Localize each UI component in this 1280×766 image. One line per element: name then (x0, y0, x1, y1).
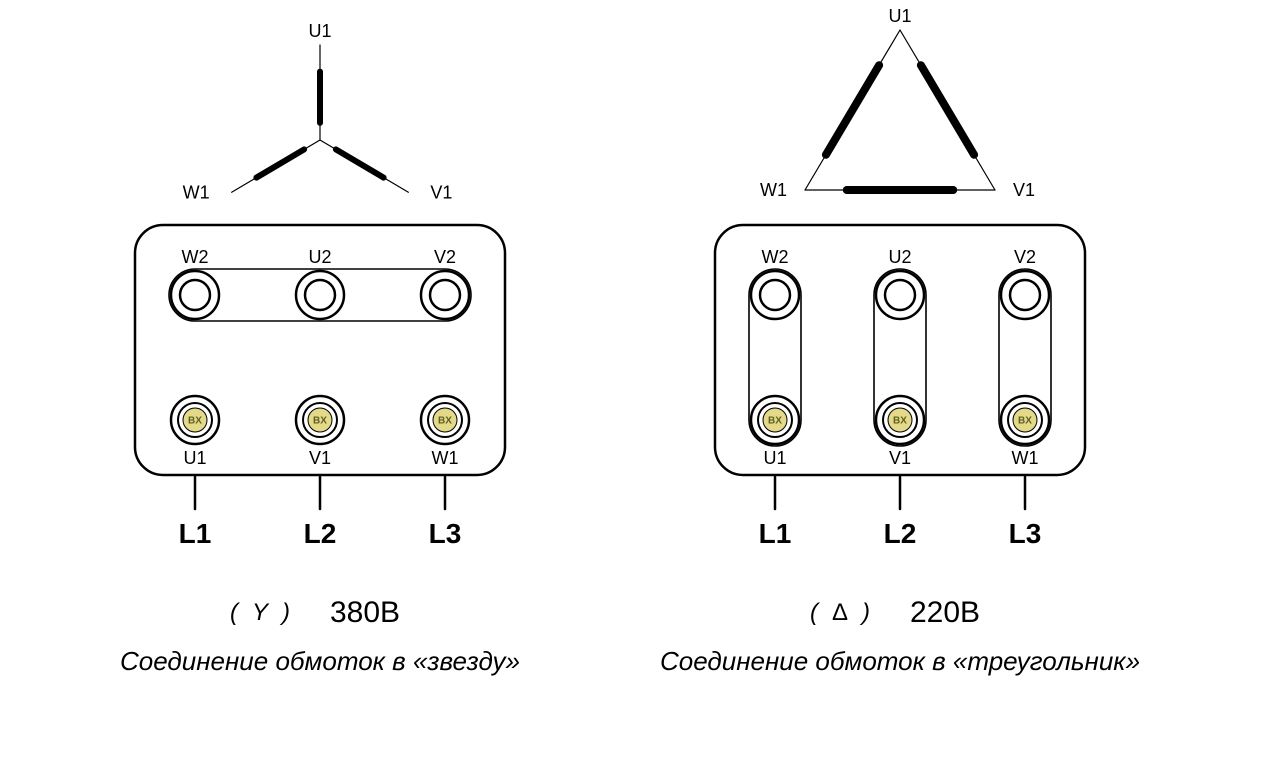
right-bot-label-0: U1 (763, 448, 786, 468)
delta-label-v1: V1 (1013, 180, 1035, 200)
left-top-label-0: W2 (182, 247, 209, 267)
left-line-label-2: L3 (429, 518, 462, 549)
bx-label-left-bot-1: BX (313, 416, 327, 427)
bx-label-left-bot-2: BX (438, 416, 452, 427)
wiring-diagram: U1W1V1U1W1V1W2U2V2BXU1BXV1BXW1L1L2L3(Y)3… (0, 0, 1280, 766)
star-label-u1: U1 (308, 21, 331, 41)
right-line-label-0: L1 (759, 518, 792, 549)
right-caption: Соединение обмоток в «треугольник» (660, 646, 1140, 676)
right-line-label-1: L2 (884, 518, 917, 549)
right-top-label-1: U2 (888, 247, 911, 267)
delta-label-w1: W1 (760, 180, 787, 200)
right-voltage: 220В (910, 596, 980, 629)
right-bot-label-2: W1 (1012, 448, 1039, 468)
left-caption: Соединение обмоток в «звезду» (120, 646, 520, 676)
left-bot-label-1: V1 (309, 448, 331, 468)
left-top-label-1: U2 (308, 247, 331, 267)
right-top-label-0: W2 (762, 247, 789, 267)
left-voltage: 380В (330, 596, 400, 629)
right-line-label-2: L3 (1009, 518, 1042, 549)
left-top-label-2: V2 (434, 247, 456, 267)
delta-label-u1: U1 (888, 6, 911, 26)
left-symbol: Y (252, 599, 270, 626)
right-symbol: Δ (832, 599, 848, 626)
right-top-label-2: V2 (1014, 247, 1036, 267)
bx-label-left-bot-0: BX (188, 416, 202, 427)
left-bot-label-0: U1 (183, 448, 206, 468)
star-label-v1: V1 (430, 182, 452, 202)
star-label-w1: W1 (183, 182, 210, 202)
left-bot-label-2: W1 (432, 448, 459, 468)
bx-label-right-bot-0: BX (768, 416, 782, 427)
left-line-label-0: L1 (179, 518, 212, 549)
left-line-label-1: L2 (304, 518, 337, 549)
bx-label-right-bot-2: BX (1018, 416, 1032, 427)
bx-label-right-bot-1: BX (893, 416, 907, 427)
right-bot-label-1: V1 (889, 448, 911, 468)
